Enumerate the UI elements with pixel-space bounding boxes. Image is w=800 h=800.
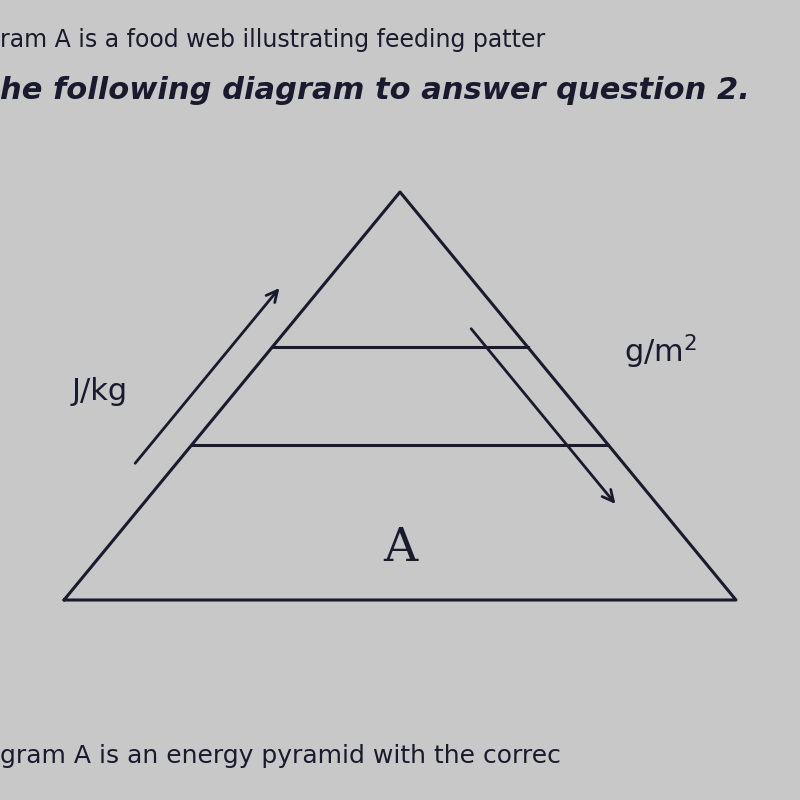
- Text: gram A is an energy pyramid with the correc: gram A is an energy pyramid with the cor…: [0, 744, 561, 768]
- Text: J/kg: J/kg: [72, 378, 128, 406]
- Text: he following diagram to answer question 2.: he following diagram to answer question …: [0, 76, 750, 105]
- Text: ram A is a food web illustrating feeding patter: ram A is a food web illustrating feeding…: [0, 28, 546, 52]
- Text: A: A: [383, 526, 417, 570]
- Text: g/m$^2$: g/m$^2$: [624, 333, 697, 371]
